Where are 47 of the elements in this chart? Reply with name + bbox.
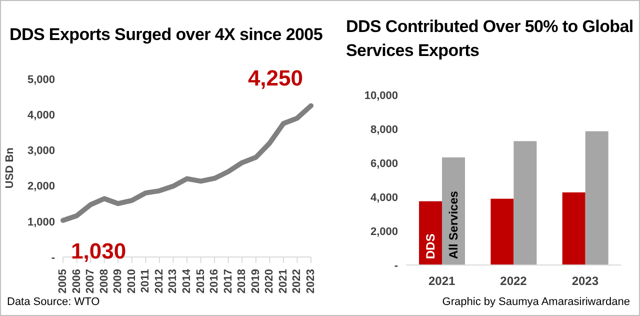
y-tick-label: - [394, 260, 398, 272]
x-tick-label: 2010 [126, 269, 138, 294]
x-tick-label: 2019 [250, 269, 262, 294]
x-tick-label: 2016 [208, 269, 221, 294]
annotation: 1,030 [71, 238, 126, 264]
source-note: Data Source: WTO [7, 296, 100, 308]
y-tick-label: 5,000 [27, 74, 55, 86]
bar [514, 141, 537, 265]
x-tick-label: 2008 [98, 269, 110, 294]
bar [490, 198, 514, 265]
y-tick-label: 10,000 [364, 90, 398, 102]
y-tick-label: 2,000 [370, 226, 398, 238]
y-tick-label: 4,000 [370, 192, 398, 204]
x-tick-label: 2013 [167, 269, 180, 294]
x-tick-label: 2017 [222, 269, 234, 294]
x-tick-label: 2014 [181, 268, 193, 294]
x-tick-label: 2011 [140, 269, 152, 293]
x-tick-label: 2009 [112, 269, 124, 294]
y-tick-label: 3,000 [27, 145, 55, 158]
x-tick-label: 2022 [291, 269, 304, 294]
chart-title: DDS Contributed Over 50% to Global Services Exports [346, 16, 634, 62]
y-axis-title: USD Bn [4, 147, 16, 188]
bar [562, 192, 586, 265]
x-tick-label: 2022 [500, 274, 528, 288]
x-tick-label: 2023 [572, 274, 599, 288]
x-tick-label: 2018 [236, 269, 248, 294]
x-tick-label: 2021 [428, 274, 456, 288]
bar [585, 131, 608, 265]
chart-title: DDS Exports Surged over 4X since 2005 [8, 24, 324, 46]
text: Graphic by Saumya Amarasiriwardane [442, 296, 630, 308]
x-tick-label: 2012 [153, 269, 166, 294]
y-tick-label: 6,000 [370, 158, 398, 170]
x-tick-label: 2006 [70, 269, 83, 294]
x-tick-label: 2015 [194, 269, 207, 294]
series-label: DDS [424, 234, 438, 259]
y-tick-label: 2,000 [27, 180, 55, 193]
y-tick-label: 4,000 [27, 110, 55, 122]
x-tick-label: 2020 [264, 269, 276, 294]
y-tick-label: 8,000 [370, 124, 398, 136]
x-tick-label: 2023 [305, 269, 317, 294]
x-tick-label: 2005 [57, 269, 69, 294]
annotation: 4,250 [248, 66, 303, 91]
y-tick-label: 1,000 [27, 216, 55, 228]
x-tick-label: 2007 [84, 269, 97, 294]
x-tick-label: 2021 [277, 269, 290, 294]
y-tick-label: - [51, 252, 56, 264]
series-label: All Services [446, 190, 460, 259]
